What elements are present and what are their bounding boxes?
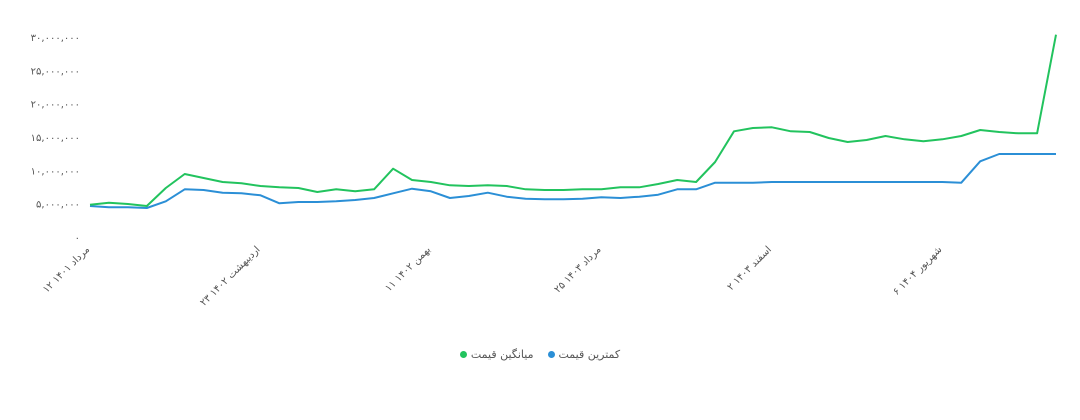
legend-item[interactable]: میانگین قیمت bbox=[459, 348, 534, 361]
y-tick-label: ۰ bbox=[75, 233, 80, 244]
series-line bbox=[89, 153, 1056, 209]
x-tick-label: ۱۱ بهمن ۱۴۰۲ bbox=[383, 244, 433, 294]
x-tick-label: ۲۵ مرداد ۱۴۰۳ bbox=[553, 244, 604, 295]
legend-label: کمترین قیمت bbox=[558, 348, 621, 361]
legend: کمترین قیمت میانگین قیمت bbox=[0, 348, 1080, 361]
legend-marker bbox=[547, 351, 555, 358]
legend-marker bbox=[459, 351, 467, 358]
y-tick-label: ۱۰,۰۰۰,۰۰۰ bbox=[31, 166, 80, 177]
x-tick-label: ۱۲ مرداد ۱۴۰۱ bbox=[41, 244, 92, 295]
y-tick-label: ۵,۰۰۰,۰۰۰ bbox=[36, 200, 80, 211]
legend-item[interactable]: کمترین قیمت bbox=[547, 348, 621, 361]
y-tick-label: ۱۵,۰۰۰,۰۰۰ bbox=[31, 133, 80, 144]
x-tick-label: ۶ شهریور ۱۴۰۴ bbox=[891, 244, 944, 297]
series-line bbox=[89, 34, 1057, 207]
x-tick-label: ۲ اسفند ۱۴۰۳ bbox=[725, 244, 774, 293]
y-tick-label: ۲۰,۰۰۰,۰۰۰ bbox=[31, 100, 80, 111]
legend-label: میانگین قیمت bbox=[470, 348, 534, 361]
chart: ۰ ۵,۰۰۰,۰۰۰ ۱۰,۰۰۰,۰۰۰ ۱۵,۰۰۰,۰۰۰ ۲۰,۰۰۰,۰۰۰… bbox=[31, 33, 1057, 309]
x-tick-label: ۲۳ اردیبهشت ۱۴۰۲ bbox=[198, 244, 262, 308]
y-tick-label: ۳۰,۰۰۰,۰۰۰ bbox=[31, 33, 80, 44]
y-tick-label: ۲۵,۰۰۰,۰۰۰ bbox=[31, 66, 80, 77]
